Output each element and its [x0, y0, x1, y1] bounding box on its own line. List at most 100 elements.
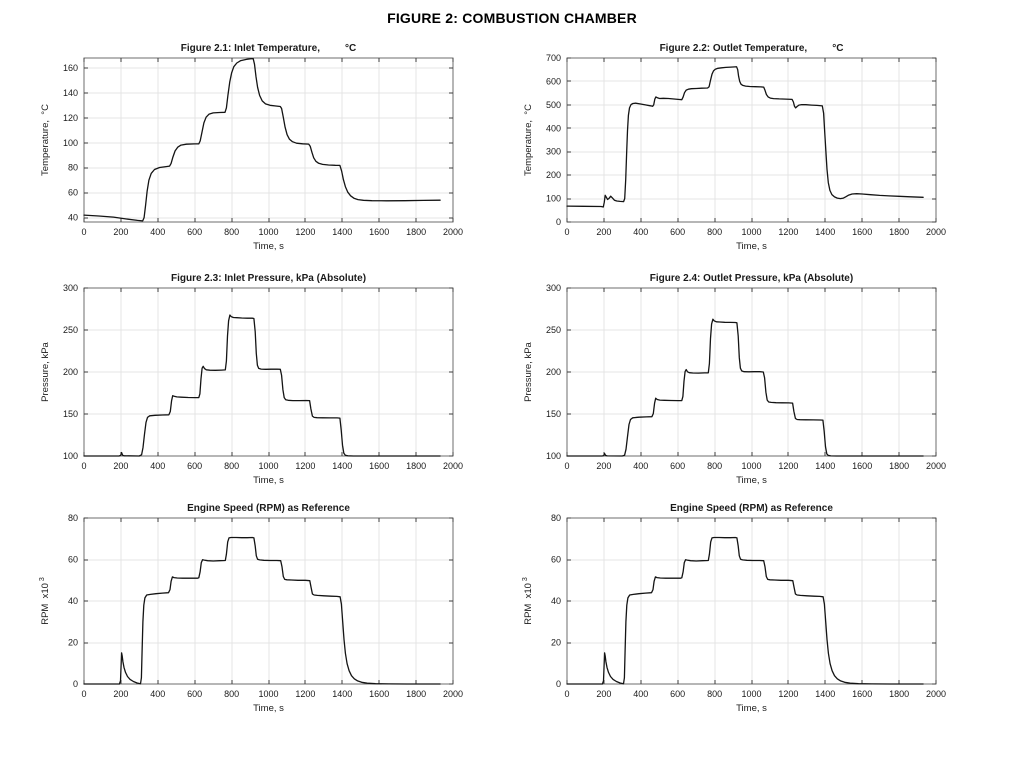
y-axis-label: RPM x10 3 — [522, 577, 534, 625]
x-tick-label: 2000 — [926, 689, 946, 699]
y-tick-label: 20 — [551, 638, 561, 648]
x-tick-label: 1600 — [369, 689, 389, 699]
x-tick-label: 1800 — [406, 689, 426, 699]
x-tick-label: 1400 — [815, 689, 835, 699]
x-tick-label: 1000 — [741, 461, 761, 471]
x-tick-label: 1800 — [889, 227, 909, 237]
outlet-temperature-chart: 0 200 400 600 800 1000 1200 1400 1600 1800 2000 0 10… — [523, 43, 946, 252]
chart-title: Engine Speed (RPM) as Reference — [670, 503, 833, 514]
subplot-engine-speed-left: 0 200 400 600 800 1000 1200 1400 1600 1800 2000 0 20… — [0, 500, 512, 730]
x-tick-label: 1400 — [815, 461, 835, 471]
x-tick-label: 0 — [81, 461, 86, 471]
x-tick-label: 1000 — [741, 689, 761, 699]
y-tick-label: 150 — [63, 409, 78, 419]
x-axis-label: Time, s — [253, 241, 284, 252]
x-tick-label: 800 — [707, 461, 722, 471]
y-axis-label: Pressure, kPa — [523, 341, 534, 401]
x-tick-label: 1200 — [295, 227, 315, 237]
x-tick-label: 1600 — [852, 689, 872, 699]
x-tick-label: 1600 — [852, 227, 872, 237]
y-tick-label: 500 — [546, 100, 561, 110]
inlet-pressure-chart: 0 200 400 600 800 1000 1200 1400 1600 1800 2000 100… — [40, 273, 463, 486]
y-tick-label: 300 — [546, 147, 561, 157]
y-tick-label: 250 — [546, 325, 561, 335]
y-tick-label: 300 — [546, 283, 561, 293]
y-tick-label: 80 — [68, 163, 78, 173]
x-tick-label: 2000 — [926, 461, 946, 471]
subplot-inlet-pressure: 0 200 400 600 800 1000 1200 1400 1600 1800 2000 100… — [0, 270, 512, 500]
x-tick-label: 2000 — [443, 461, 463, 471]
x-axis-label: Time, s — [736, 703, 767, 714]
figure-main-title: FIGURE 2: COMBUSTION CHAMBER — [387, 10, 637, 26]
y-tick-label: 300 — [63, 283, 78, 293]
y-tick-label: 40 — [68, 213, 78, 223]
chart-title: Figure 2.3: Inlet Pressure, kPa (Absolut… — [171, 273, 366, 284]
y-axis-label: Pressure, kPa — [40, 341, 51, 401]
chart-title: Figure 2.1: Inlet Temperature, °C — [181, 43, 357, 54]
x-tick-label: 400 — [633, 689, 648, 699]
chart-title: Figure 2.2: Outlet Temperature, °C — [660, 43, 844, 54]
x-tick-label: 2000 — [443, 689, 463, 699]
axes-frame — [83, 57, 454, 223]
subplot-outlet-pressure: 0 200 400 600 800 1000 1200 1400 1600 1800 2000 100… — [512, 270, 1024, 500]
chart-title: Engine Speed (RPM) as Reference — [187, 503, 350, 514]
inlet-temperature-chart: 0 200 400 600 800 1000 1200 1400 1600 1800 2000 40 6… — [40, 43, 463, 252]
engine-speed-right-chart: 0 200 400 600 800 1000 1200 1400 1600 1800 2000 0 20… — [522, 503, 946, 714]
data-line — [83, 536, 441, 685]
y-tick-label: 0 — [556, 679, 561, 689]
y-tick-label: 200 — [63, 367, 78, 377]
x-tick-label: 1600 — [852, 461, 872, 471]
y-tick-label: 60 — [68, 188, 78, 198]
data-line — [566, 66, 924, 208]
data-line — [566, 318, 924, 457]
y-axis-label: RPM x10 3 — [39, 577, 51, 625]
y-tick-label: 80 — [68, 513, 78, 523]
x-axis-label: Time, s — [253, 703, 284, 714]
x-tick-label: 1600 — [369, 461, 389, 471]
x-tick-label: 1000 — [258, 227, 278, 237]
x-tick-label: 0 — [564, 227, 569, 237]
x-tick-label: 1400 — [815, 227, 835, 237]
axes-frame — [83, 287, 454, 457]
x-tick-label: 1400 — [332, 689, 352, 699]
axes-frame — [566, 287, 937, 457]
y-axis-label-superscript: 3 — [39, 577, 46, 583]
y-axis-label: Temperature, °C — [40, 104, 51, 176]
subplot-outlet-temperature: 0 200 400 600 800 1000 1200 1400 1600 1800 2000 0 10… — [512, 38, 1024, 268]
axes-frame — [566, 517, 937, 685]
x-tick-label: 600 — [187, 461, 202, 471]
y-tick-label: 100 — [63, 451, 78, 461]
y-tick-label: 0 — [556, 217, 561, 227]
y-tick-label: 700 — [546, 53, 561, 63]
x-tick-label: 1800 — [406, 461, 426, 471]
y-tick-label: 400 — [546, 123, 561, 133]
y-tick-label: 120 — [63, 113, 78, 123]
y-tick-label: 250 — [63, 325, 78, 335]
x-tick-label: 0 — [564, 689, 569, 699]
engine-speed-left-chart: 0 200 400 600 800 1000 1200 1400 1600 1800 2000 0 20… — [39, 503, 463, 714]
x-tick-label: 400 — [150, 461, 165, 471]
y-tick-label: 100 — [546, 194, 561, 204]
x-tick-label: 800 — [707, 689, 722, 699]
x-tick-label: 0 — [564, 461, 569, 471]
y-tick-label: 20 — [68, 638, 78, 648]
y-tick-label: 100 — [546, 451, 561, 461]
x-tick-label: 800 — [224, 689, 239, 699]
y-tick-label: 200 — [546, 367, 561, 377]
data-line — [83, 58, 441, 222]
y-tick-label: 160 — [63, 63, 78, 73]
x-tick-label: 1400 — [332, 227, 352, 237]
y-tick-label: 80 — [551, 513, 561, 523]
y-tick-label: 100 — [63, 138, 78, 148]
y-tick-label: 0 — [73, 679, 78, 689]
data-line — [83, 314, 441, 457]
y-tick-label: 600 — [546, 76, 561, 86]
x-tick-label: 2000 — [443, 227, 463, 237]
y-axis-label-superscript: 3 — [522, 577, 529, 583]
y-tick-label: 150 — [546, 409, 561, 419]
x-tick-label: 1000 — [258, 461, 278, 471]
x-tick-label: 1200 — [295, 689, 315, 699]
x-tick-label: 1000 — [258, 689, 278, 699]
axes-frame — [83, 517, 454, 685]
